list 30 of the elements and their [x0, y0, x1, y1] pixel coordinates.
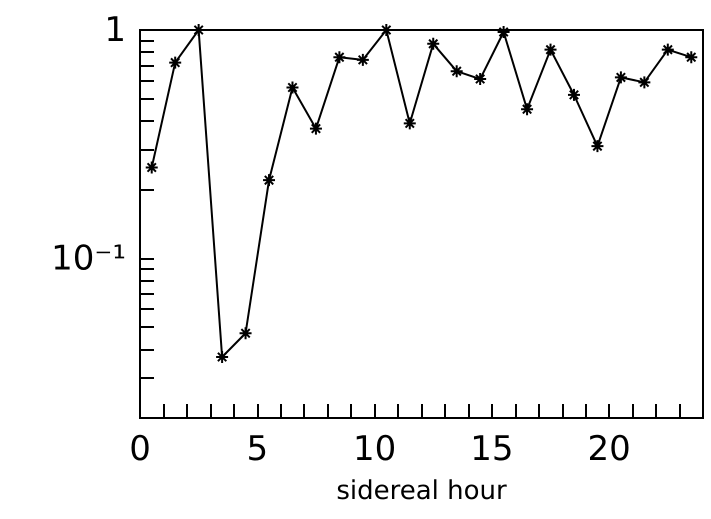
x-tick-label: 0 [129, 429, 151, 469]
point [144, 160, 159, 174]
point [450, 64, 464, 78]
point [637, 75, 652, 90]
x-tick-label: 10 [352, 429, 396, 469]
y-tick-label: 10⁻¹ [51, 238, 126, 278]
point [660, 42, 675, 57]
point [426, 36, 440, 51]
point [215, 350, 230, 364]
point [356, 52, 370, 67]
point [285, 80, 300, 95]
point [238, 326, 253, 340]
x-tick-label: 20 [588, 429, 631, 469]
x-tick-label: 5 [246, 429, 268, 469]
point [496, 25, 511, 40]
point [308, 122, 323, 136]
point [402, 116, 417, 130]
point [473, 72, 488, 86]
y-tick-label: 1 [104, 10, 126, 50]
point [684, 50, 698, 64]
point [262, 173, 276, 188]
x-axis-title: sidereal hour [336, 476, 507, 506]
x-tick-label: 15 [470, 429, 514, 469]
point [332, 50, 346, 64]
point [590, 139, 604, 154]
point [614, 70, 628, 84]
point [566, 88, 581, 102]
point [520, 102, 534, 116]
point [544, 42, 558, 57]
point [168, 56, 182, 70]
